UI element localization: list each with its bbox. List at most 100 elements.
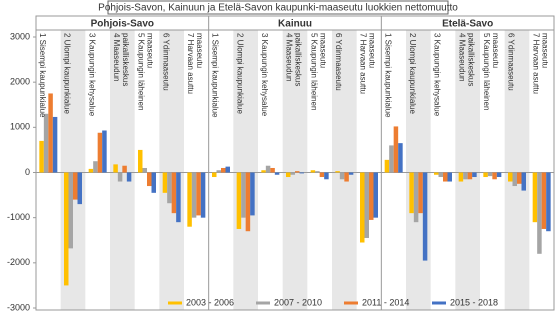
bar xyxy=(250,172,255,216)
bar xyxy=(463,172,468,180)
bar xyxy=(64,172,69,286)
bar xyxy=(187,172,192,227)
bar xyxy=(339,172,345,180)
bar xyxy=(310,170,316,173)
bar xyxy=(517,172,522,184)
legend-label: 2011 - 2014 xyxy=(362,297,409,307)
bar xyxy=(512,172,517,187)
bar xyxy=(200,172,206,218)
category-label: 6 Ydinmaaseutu xyxy=(161,33,171,91)
bar xyxy=(39,140,44,173)
bar xyxy=(384,159,390,173)
bar xyxy=(147,172,152,187)
bar xyxy=(393,126,399,173)
category-label: 4 Maaseudun paikalliskeskus xyxy=(457,33,476,87)
bar xyxy=(492,172,497,180)
bar xyxy=(324,172,329,180)
category-label: 3 Kaupungin kehysalue xyxy=(260,33,269,117)
category-label: 1 Sisempi kaupunkialue xyxy=(210,33,220,118)
bar xyxy=(102,130,107,173)
bar xyxy=(73,172,78,200)
bar xyxy=(443,172,448,182)
bar xyxy=(88,168,94,173)
category-label: 3 Kaupungin kehysalue xyxy=(432,33,442,117)
bar xyxy=(151,172,156,193)
bar xyxy=(348,172,354,175)
title-box xyxy=(107,0,449,15)
category-label: 1 Sisempi kaupunkialue xyxy=(38,33,47,118)
bar xyxy=(295,171,300,173)
bar xyxy=(335,171,340,173)
bar xyxy=(221,167,226,173)
band-shade xyxy=(159,30,184,310)
bar xyxy=(434,172,439,175)
bar xyxy=(290,172,295,175)
bar xyxy=(241,172,246,218)
bar xyxy=(122,165,127,173)
bar xyxy=(265,165,271,173)
bar xyxy=(483,172,488,178)
category-label: 6 Ydinmaaseutu xyxy=(334,33,343,91)
bar xyxy=(472,172,477,178)
bar xyxy=(319,172,325,178)
bar xyxy=(364,172,369,238)
bar xyxy=(373,172,378,218)
bar xyxy=(212,172,217,178)
y-tick-label: -1000 xyxy=(7,212,30,222)
bar xyxy=(270,167,275,173)
bar xyxy=(413,172,419,223)
bar xyxy=(299,172,304,174)
bar xyxy=(447,172,452,182)
bar xyxy=(537,172,542,254)
bar xyxy=(162,172,168,193)
category-label: 4 Maaseudun paikalliskeskus xyxy=(112,33,130,87)
bar xyxy=(274,172,280,175)
bar xyxy=(286,172,291,178)
bar xyxy=(113,164,118,173)
panel-label: Pohjois-Savo xyxy=(91,19,154,30)
bar xyxy=(191,172,197,218)
bar xyxy=(48,93,53,173)
legend-label: 2007 - 2010 xyxy=(274,297,322,307)
bar xyxy=(458,172,464,182)
band-shade xyxy=(504,30,530,310)
bar xyxy=(52,116,58,173)
bar xyxy=(167,172,172,204)
bar xyxy=(418,172,423,214)
bar xyxy=(43,113,49,173)
category-label: 5 Kaupungin läheinen maaseutu xyxy=(309,33,328,111)
category-label: 3 Kaupungin kehysalue xyxy=(87,33,97,117)
legend-label: 2003 - 2006 xyxy=(186,297,234,307)
category-label: 7 Harvaan asuttu maaseutu xyxy=(531,33,550,94)
bar xyxy=(245,172,251,232)
band-shade xyxy=(233,30,258,310)
bar xyxy=(389,145,394,173)
category-label: 7 Harvaan asuttu maaseutu xyxy=(358,33,377,94)
band-shade xyxy=(332,30,357,310)
bar xyxy=(369,172,374,220)
category-label: 7 Harvaan asuttu maaseutu xyxy=(186,33,204,94)
bar xyxy=(77,172,82,205)
bar xyxy=(508,172,513,182)
bar xyxy=(487,172,493,177)
bar xyxy=(176,172,181,223)
bar xyxy=(196,172,201,216)
panel-label: Etelä-Savo xyxy=(442,19,493,30)
band-shade xyxy=(406,30,431,310)
category-label: 2 Ulompi kaupunkialue xyxy=(62,33,72,114)
bar xyxy=(541,172,547,229)
bar xyxy=(126,172,132,182)
category-label: 4 Maaseudun paikalliskeskus xyxy=(284,33,303,87)
category-label: 5 Kaupungin läheinen maaseutu xyxy=(482,33,500,111)
bar xyxy=(138,149,143,173)
bar xyxy=(438,172,443,178)
bar xyxy=(261,170,266,173)
y-tick-label: 3000 xyxy=(10,31,30,41)
y-tick-label: -2000 xyxy=(7,257,30,267)
legend-label: 2015 - 2018 xyxy=(450,297,498,307)
category-label: 6 Ydinmaaseutu xyxy=(506,33,516,91)
bar xyxy=(236,172,242,229)
bar xyxy=(315,171,320,173)
bar xyxy=(532,172,538,223)
